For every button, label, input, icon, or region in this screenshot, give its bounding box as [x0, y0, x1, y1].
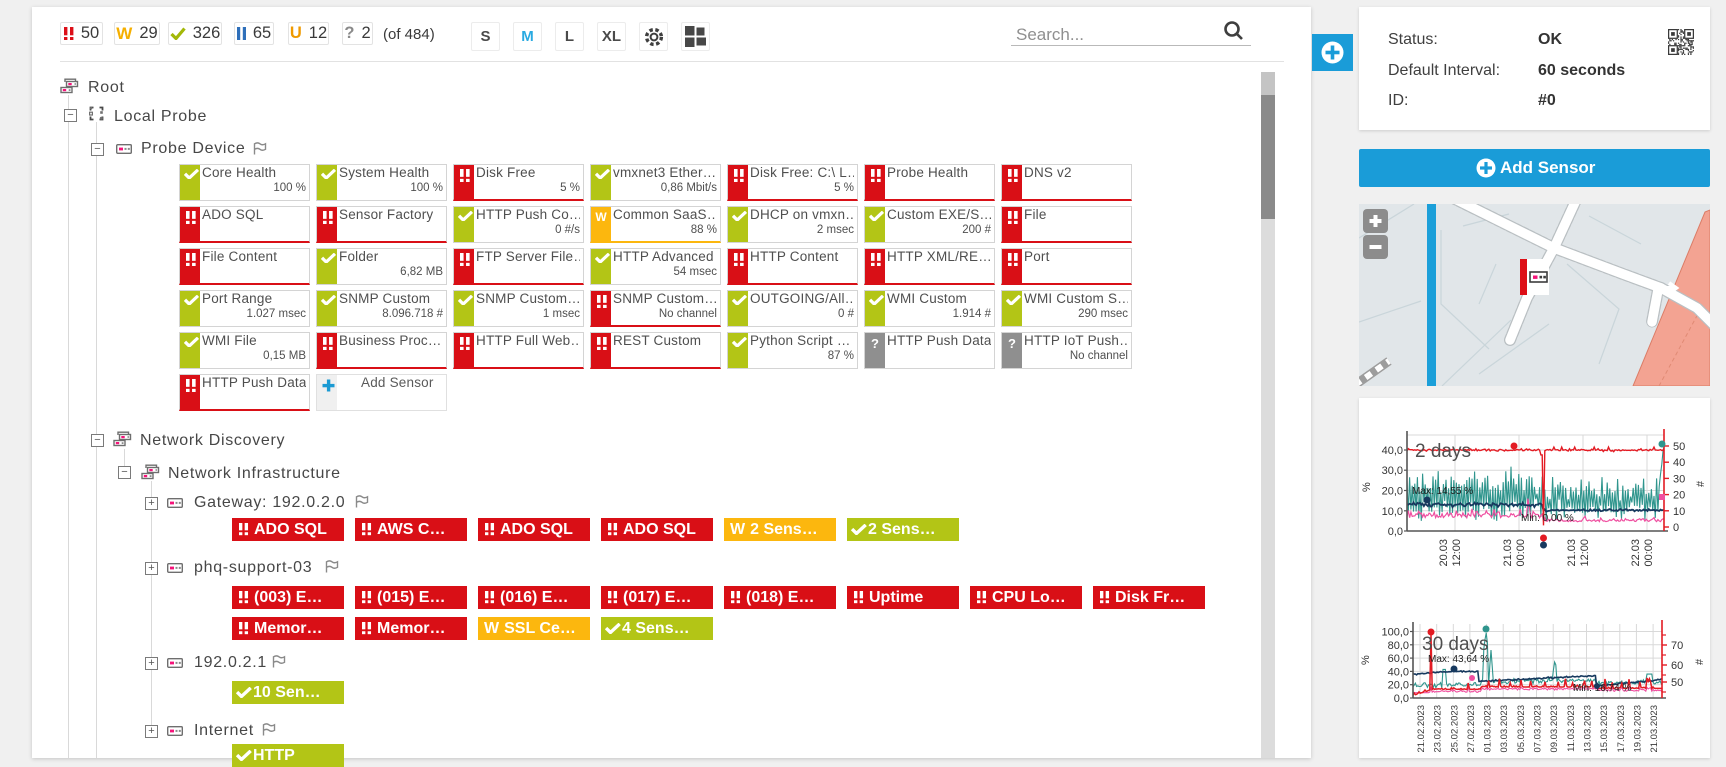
svg-text:21.03.2023: 21.03.2023 — [1649, 705, 1660, 753]
svg-text:00:00: 00:00 — [1515, 539, 1527, 567]
svg-text:30,0: 30,0 — [1382, 465, 1403, 477]
svg-text:13.03.2023: 13.03.2023 — [1583, 705, 1594, 753]
svg-text:00:00: 00:00 — [1643, 539, 1655, 567]
svg-text:15.03.2023: 15.03.2023 — [1599, 705, 1610, 753]
svg-text:30 days: 30 days — [1422, 634, 1489, 655]
svg-text:#: # — [1694, 658, 1706, 665]
svg-text:%: % — [1361, 482, 1373, 492]
svg-text:30: 30 — [1673, 473, 1685, 485]
svg-text:05.03.2023: 05.03.2023 — [1516, 705, 1527, 753]
svg-text:70: 70 — [1671, 640, 1683, 652]
svg-text:17.03.2023: 17.03.2023 — [1616, 705, 1627, 753]
svg-text:50: 50 — [1673, 441, 1685, 453]
svg-text:11.03.2023: 11.03.2023 — [1566, 705, 1577, 752]
svg-text:23.02.2023: 23.02.2023 — [1433, 705, 1444, 753]
svg-text:Min: 0,00 %: Min: 0,00 % — [1521, 513, 1574, 524]
svg-text:60,0: 60,0 — [1388, 653, 1409, 665]
svg-text:40,0: 40,0 — [1382, 445, 1403, 457]
svg-text:25.02.2023: 25.02.2023 — [1449, 705, 1460, 753]
svg-text:01.03.2023: 01.03.2023 — [1483, 705, 1494, 753]
svg-text:Min: 16,74 %: Min: 16,74 % — [1573, 683, 1631, 694]
svg-text:21.03: 21.03 — [1566, 539, 1578, 567]
svg-text:12:00: 12:00 — [1579, 539, 1591, 567]
svg-text:40: 40 — [1673, 457, 1685, 469]
svg-text:10,0: 10,0 — [1382, 506, 1403, 518]
svg-text:03.03.2023: 03.03.2023 — [1499, 705, 1510, 753]
svg-text:100,0: 100,0 — [1381, 627, 1409, 639]
svg-text:10: 10 — [1673, 506, 1685, 518]
svg-text:0,0: 0,0 — [1394, 693, 1409, 705]
svg-text:Max: 14,55 %: Max: 14,55 % — [1412, 486, 1473, 497]
svg-text:20: 20 — [1673, 490, 1685, 502]
svg-text:12:00: 12:00 — [1451, 539, 1463, 567]
svg-text:60: 60 — [1671, 660, 1683, 672]
svg-text:27.02.2023: 27.02.2023 — [1466, 705, 1477, 753]
svg-text:Max: 43,64 %: Max: 43,64 % — [1428, 654, 1489, 665]
svg-text:80,0: 80,0 — [1388, 640, 1409, 652]
svg-text:22.03: 22.03 — [1630, 539, 1642, 567]
svg-text:07.03.2023: 07.03.2023 — [1533, 705, 1544, 753]
svg-text:2 days: 2 days — [1415, 441, 1471, 462]
svg-text:21.03: 21.03 — [1502, 539, 1514, 567]
svg-text:%: % — [1360, 655, 1372, 665]
svg-text:0: 0 — [1673, 522, 1679, 534]
svg-text:19.03.2023: 19.03.2023 — [1632, 705, 1643, 753]
svg-text:09.03.2023: 09.03.2023 — [1549, 705, 1560, 753]
svg-text:40,0: 40,0 — [1388, 666, 1409, 678]
svg-text:20.03: 20.03 — [1438, 539, 1450, 567]
svg-text:20,0: 20,0 — [1388, 680, 1409, 692]
svg-text:20,0: 20,0 — [1382, 486, 1403, 498]
svg-text:21.02.2023: 21.02.2023 — [1416, 705, 1427, 753]
svg-text:50: 50 — [1671, 677, 1683, 689]
svg-text:#: # — [1695, 480, 1707, 487]
svg-text:0,0: 0,0 — [1388, 526, 1403, 538]
